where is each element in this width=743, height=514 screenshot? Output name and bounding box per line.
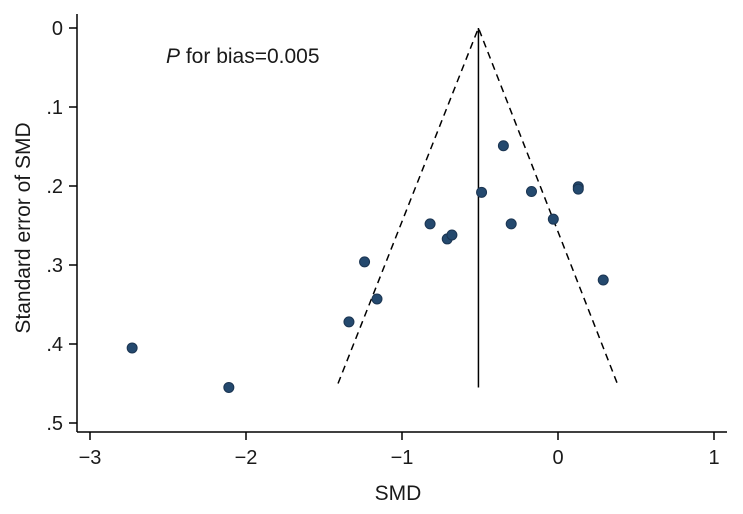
data-point [497,140,509,152]
x-tick-label: −2 [235,447,258,469]
plot-area: −3 −2 −1 0 1 0 .1 .2 .3 .4 .5 P for bias=0.005 [46,14,727,469]
y-tick-label: 0 [52,18,63,40]
bias-annotation-p: P [166,45,180,68]
y-tick-label: .1 [46,97,63,119]
bias-annotation-text: for bias=0.005 [180,45,320,68]
y-tick-label: .5 [46,413,63,435]
x-tick-label: 1 [708,447,719,469]
x-axis-ticks: −3 −2 −1 0 1 [79,432,720,469]
data-point [359,256,371,268]
data-point [597,274,609,286]
data-point [126,342,138,354]
data-point [371,293,383,305]
x-tick-label: −1 [391,447,414,469]
y-axis-ticks: 0 .1 .2 .3 .4 .5 [46,18,77,435]
data-point [446,229,458,241]
y-tick-label: .4 [46,334,63,356]
x-tick-label: −3 [79,447,102,469]
funnel-confidence-limits [337,25,618,384]
data-points [126,140,609,393]
data-point [572,183,584,195]
data-point [547,213,559,225]
x-tick-label: 0 [552,447,563,469]
data-point [525,186,537,198]
bias-annotation: P for bias=0.005 [166,45,320,68]
data-point [424,218,436,230]
x-axis-label: SMD [375,482,422,505]
y-tick-label: .3 [46,255,63,277]
y-tick-label: .2 [46,176,63,198]
data-point [343,316,355,328]
data-point [223,381,235,393]
data-point [505,218,517,230]
y-axis-label: Standard error of SMD [12,122,35,333]
data-point [476,186,488,198]
